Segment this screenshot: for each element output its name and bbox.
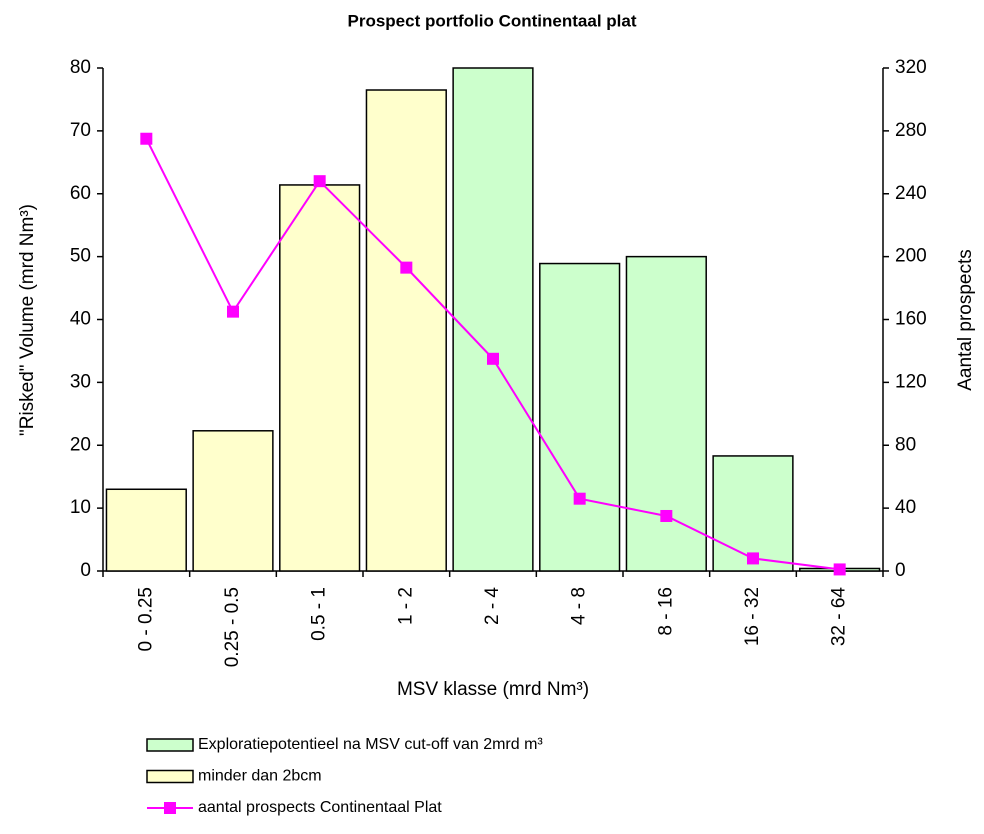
x-tick-label: 16 - 32 xyxy=(742,587,763,646)
x-tick-label: 0 - 0.25 xyxy=(135,587,156,651)
bar xyxy=(539,262,621,572)
y-tick-label: 0 xyxy=(80,560,91,581)
y-tick-label: 50 xyxy=(70,246,91,267)
y2-axis-title: Aantal prospects xyxy=(955,249,976,391)
x-tick-label: 8 - 16 xyxy=(655,587,676,636)
bar xyxy=(105,488,187,572)
marker xyxy=(660,509,673,522)
y-tick-label: 60 xyxy=(70,183,91,204)
marker xyxy=(573,492,586,505)
bar xyxy=(279,184,361,572)
legend-swatch xyxy=(146,738,194,752)
y2-tick-label: 160 xyxy=(895,309,927,330)
marker xyxy=(400,261,413,274)
bar xyxy=(192,430,274,572)
legend-label: Exploratiepotentieel na MSV cut-off van … xyxy=(198,736,543,753)
y2-tick-label: 320 xyxy=(895,57,927,78)
y2-tick-label: 240 xyxy=(895,183,927,204)
y2-tick-label: 120 xyxy=(895,371,927,392)
x-tick-label: 1 - 2 xyxy=(395,587,416,625)
x-tick-label: 0.25 - 0.5 xyxy=(222,587,243,667)
x-tick-label: 32 - 64 xyxy=(829,587,850,647)
x-tick-label: 2 - 4 xyxy=(482,587,503,625)
marker xyxy=(227,305,239,318)
y2-tick-label: 200 xyxy=(895,246,927,267)
chart-title: Prospect portfolio Continentaal plat xyxy=(347,11,636,30)
y2-tick-label: 0 xyxy=(895,560,906,581)
marker xyxy=(487,352,499,365)
bar xyxy=(625,255,707,572)
y-tick-label: 20 xyxy=(70,434,91,455)
y-axis-title: "Risked" Volume (mrd Nm³) xyxy=(17,204,38,436)
legend-label: aantal prospects Continentaal Plat xyxy=(198,799,442,816)
y-tick-label: 10 xyxy=(70,497,91,518)
y-tick-label: 80 xyxy=(70,57,91,78)
marker xyxy=(313,175,326,188)
y2-tick-label: 80 xyxy=(895,434,916,455)
y2-tick-label: 40 xyxy=(895,497,916,518)
y2-tick-label: 280 xyxy=(895,120,927,141)
marker xyxy=(140,132,153,145)
bar xyxy=(712,455,794,572)
x-tick-label: 0.5 - 1 xyxy=(309,587,330,641)
y-tick-label: 40 xyxy=(70,309,91,330)
legend-label: minder dan 2bcm xyxy=(198,768,322,785)
bar xyxy=(365,89,447,572)
x-axis-title: MSV klasse (mrd Nm³) xyxy=(397,679,589,700)
legend-swatch xyxy=(164,802,176,814)
y-tick-label: 70 xyxy=(70,120,91,141)
bar xyxy=(452,67,534,572)
y-tick-label: 30 xyxy=(70,371,91,392)
marker xyxy=(747,552,759,565)
x-tick-label: 4 - 8 xyxy=(569,587,590,625)
marker xyxy=(833,563,846,576)
legend-swatch xyxy=(146,769,194,784)
